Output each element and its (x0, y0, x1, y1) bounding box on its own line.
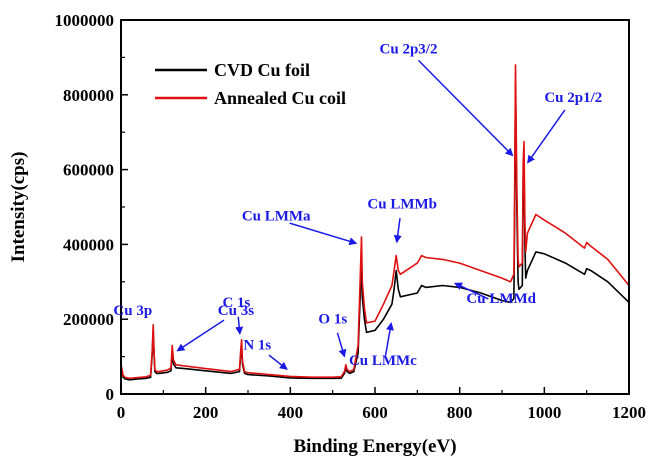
annotation-label-cu-3s: Cu 3s (218, 303, 254, 319)
annotation-label-cu-lmmc: Cu LMMc (349, 353, 417, 369)
annotation-arrow-cu-3s (176, 319, 225, 352)
series-line-annealed-cu-coil (120, 64, 630, 380)
annotation-arrow-cu-lmmb (393, 218, 402, 244)
x-axis-title: Binding Energy(eV) (293, 436, 456, 457)
peak-annotations: Cu 3p Cu 3sC 1s N 1s O 1s Cu LMMa Cu LMMb Cu L… (113, 41, 602, 370)
annotation-arrow-cu-lmmd (453, 282, 489, 300)
y-tick-label: 400000 (63, 235, 114, 254)
annotation-label-o-1s: O 1s (318, 311, 347, 327)
x-tick-label: 0 (117, 403, 126, 422)
x-tick-label: 1200 (612, 403, 646, 422)
annotation-arrow-c-1s (235, 316, 244, 335)
annotation-label-cu-2p1-2: Cu 2p1/2 (544, 90, 602, 106)
annotation-label-c-1s: C 1s (222, 295, 250, 311)
annotation-arrow-cu-lmmc (384, 322, 394, 356)
y-axis-title: Intensity(cps) (8, 152, 29, 263)
annotation-label-n-1s: N 1s (243, 338, 271, 354)
x-tick-label: 800 (447, 403, 473, 422)
y-tick-label: 800000 (63, 86, 114, 105)
y-axis: 0 200000 400000 600000 800000 1000000 (55, 11, 128, 404)
annotation-label-cu-lmmb: Cu LMMb (367, 196, 437, 212)
annotation-label-cu-3p: Cu 3p (113, 303, 152, 319)
annotation-label-cu-lmmd: Cu LMMd (466, 291, 536, 307)
annotation-arrow-cu-2p1-2 (527, 109, 566, 164)
legend-label-cvd-cu-foil: CVD Cu foil (214, 60, 310, 80)
annotation-label-cu-2p3-2: Cu 2p3/2 (380, 41, 438, 57)
series-layer (120, 64, 630, 381)
annotation-arrow-cu-2p3-2 (417, 59, 514, 157)
legend-label-annealed-cu-coil: Annealed Cu coil (214, 88, 346, 108)
y-tick-label: 1000000 (55, 11, 115, 30)
y-tick-label: 200000 (63, 310, 114, 329)
x-axis: 0 200 400 600 800 1000 1200 (117, 387, 646, 422)
annotation-arrow-n-1s (268, 354, 288, 370)
x-tick-label: 1000 (527, 403, 561, 422)
x-tick-label: 200 (193, 403, 219, 422)
legend: CVD Cu foil Annealed Cu coil (155, 60, 346, 108)
x-tick-label: 400 (278, 403, 304, 422)
x-tick-label: 600 (362, 403, 388, 422)
annotation-arrow-o-1s (336, 332, 347, 358)
annotation-arrow-cu-lmma (289, 222, 358, 246)
y-tick-label: 0 (106, 385, 115, 404)
y-tick-label: 600000 (63, 161, 114, 180)
annotation-label-cu-lmma: Cu LMMa (242, 208, 311, 224)
